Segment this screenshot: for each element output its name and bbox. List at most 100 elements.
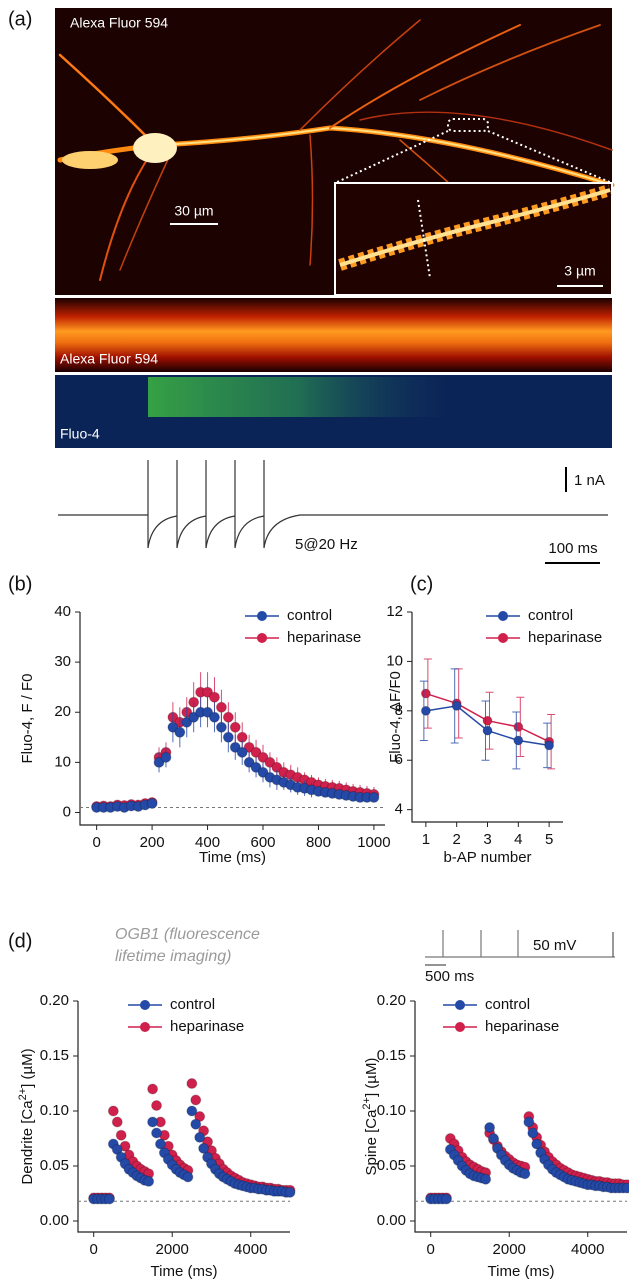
y-tick-label: 0.20	[40, 992, 69, 1009]
data-point	[111, 1116, 123, 1128]
y-tick-label: 0.10	[377, 1102, 406, 1119]
x-tick-label: 0	[90, 1241, 98, 1258]
data-point	[103, 1193, 115, 1205]
y-tick-label: 0.15	[40, 1047, 69, 1064]
y-tick-label: 6	[395, 751, 403, 768]
y-tick-label: 0.05	[40, 1157, 69, 1174]
y-tick-label: 30	[54, 653, 71, 670]
x-tick-label: 800	[306, 834, 331, 851]
data-point	[202, 686, 214, 698]
voltage-trace	[425, 930, 615, 958]
data-point	[482, 725, 493, 736]
y-axis-title: Fluo-4, ΔF/F0	[387, 671, 404, 763]
x-tick-label: 1	[422, 831, 430, 848]
y-tick-label: 10	[54, 753, 71, 770]
data-point	[236, 746, 248, 758]
data-point	[531, 1138, 543, 1150]
linescan-red	[55, 298, 612, 372]
x-axis-title: Time (ms)	[151, 1263, 218, 1280]
y-tick-label: 40	[54, 603, 71, 620]
y-title-text: ] (µM)	[363, 1058, 380, 1097]
scale-label: 50 mV	[533, 937, 576, 954]
legend-label: heparinase	[287, 629, 361, 646]
y-title-text: Dendrite [Ca	[19, 1100, 36, 1185]
data-point	[147, 1083, 159, 1095]
current-trace	[58, 460, 608, 549]
y-title-text: Fluo-4, ΔF/F0	[387, 671, 404, 763]
y-tick-label: 0.00	[40, 1212, 69, 1229]
data-point	[368, 791, 380, 803]
data-point	[513, 721, 524, 732]
data-point	[527, 1127, 539, 1139]
data-point	[115, 1129, 127, 1141]
legend-marker	[455, 1022, 465, 1032]
data-point	[250, 746, 262, 758]
data-point	[215, 721, 227, 733]
soma-glow	[62, 151, 118, 169]
linescan-label: Alexa Fluor 594	[60, 351, 158, 367]
zoom-box	[447, 118, 489, 132]
x-tick-label: 600	[250, 834, 275, 851]
y-tick-label: 0.00	[377, 1212, 406, 1229]
data-point	[215, 701, 227, 713]
y-axis-title: Spine [Ca2+] (µM)	[361, 1058, 380, 1176]
y-axis-title: Dendrite [Ca2+] (µM)	[17, 1048, 36, 1184]
data-point	[250, 761, 262, 773]
data-point	[222, 711, 234, 723]
axis	[411, 612, 563, 823]
scale-label: 100 ms	[548, 540, 597, 557]
y-tick-label: 0.05	[377, 1157, 406, 1174]
x-tick-label: 0	[92, 834, 100, 851]
data-point	[257, 751, 269, 763]
x-tick-label: 1000	[357, 834, 390, 851]
data-point	[153, 756, 165, 768]
data-point	[190, 1118, 202, 1130]
data-point	[154, 1138, 166, 1150]
x-tick-label: 2000	[156, 1241, 189, 1258]
data-point	[440, 1193, 452, 1205]
data-point	[243, 756, 255, 768]
data-point	[480, 1173, 492, 1185]
legend-label: heparinase	[170, 1018, 244, 1035]
data-point	[186, 1078, 198, 1089]
legend-marker	[140, 1000, 150, 1010]
y-tick-label: 0	[63, 803, 71, 820]
legend-marker	[498, 611, 508, 621]
x-tick-label: 4000	[571, 1241, 604, 1258]
scale-label: 1 nA	[574, 472, 605, 489]
y-tick-label: 0.15	[377, 1047, 406, 1064]
x-tick-label: 4	[514, 831, 522, 848]
data-point	[194, 1131, 206, 1143]
legend-label: control	[287, 607, 332, 624]
data-point	[190, 1094, 202, 1106]
data-point	[160, 751, 172, 763]
scale-label: 30 µm	[174, 203, 213, 219]
data-point	[208, 711, 220, 723]
data-point	[451, 700, 462, 711]
data-point	[484, 1122, 496, 1133]
axis	[77, 1001, 290, 1233]
inset-core	[339, 188, 611, 267]
data-point	[186, 1105, 198, 1117]
panel-label: (d)	[8, 930, 32, 952]
x-axis-title: Time (ms)	[199, 849, 266, 866]
panel-label: (c)	[410, 573, 433, 595]
data-point	[198, 1142, 210, 1154]
data-point	[181, 716, 193, 728]
panel-label: (a)	[8, 8, 32, 30]
y-title-sup: 2+	[361, 1097, 373, 1110]
zoom-lines	[334, 130, 613, 184]
dye-label: Alexa Fluor 594	[70, 15, 168, 31]
data-point	[229, 721, 241, 733]
data-point	[202, 706, 214, 718]
x-tick-label: 200	[140, 834, 165, 851]
y-title-text: ] (µM)	[19, 1048, 36, 1087]
x-axis-title: b-AP number	[443, 849, 531, 866]
x-tick-label: 2	[453, 831, 461, 848]
x-tick-label: 3	[483, 831, 491, 848]
legend-marker	[498, 633, 508, 643]
data-point	[243, 741, 255, 753]
data-point	[264, 756, 276, 768]
y-tick-label: 8	[395, 702, 403, 719]
